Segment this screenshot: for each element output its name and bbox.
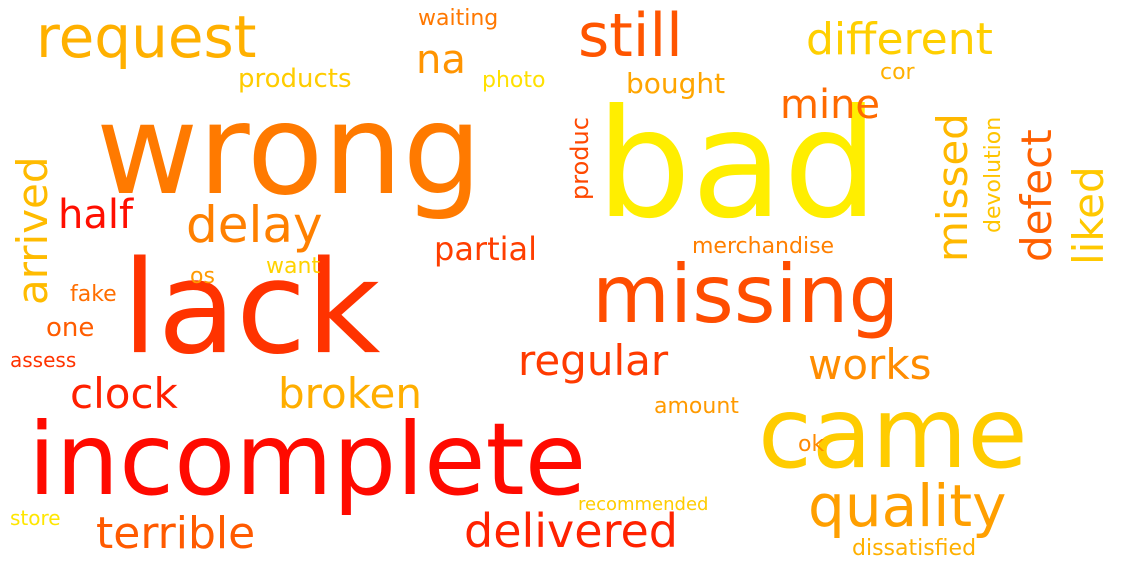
word-devolution: devolution [981, 116, 1006, 233]
word-missed: missed [928, 113, 977, 262]
word-wrong: wrong [96, 78, 482, 223]
word-partial: partial [434, 230, 538, 268]
word-arrived: arrived [8, 156, 57, 305]
word-dissatisfied: dissatisfied [852, 536, 977, 561]
word-cor: cor [880, 60, 915, 85]
word-amount: amount [654, 394, 739, 419]
word-liked: liked [1064, 166, 1113, 265]
word-ok: ok [798, 432, 825, 457]
word-bad: bad [596, 78, 879, 252]
word-incomplete: incomplete [28, 401, 587, 518]
word-photo: photo [482, 68, 546, 93]
word-came: came [758, 377, 1028, 491]
word-missing: missing [592, 248, 900, 341]
word-waiting: waiting [418, 6, 499, 31]
word-delay: delay [186, 196, 323, 254]
word-request: request [36, 3, 257, 71]
word-terrible: terrible [96, 508, 256, 559]
word-quality: quality [808, 472, 1007, 540]
word-merchandise: merchandise [692, 234, 835, 259]
word-bought: bought [626, 67, 726, 100]
word-defect: defect [1012, 129, 1061, 262]
word-lack: lack [122, 234, 381, 383]
word-na: na [416, 37, 466, 83]
word-want: want [266, 254, 321, 279]
word-half: half [58, 192, 134, 238]
word-clock: clock [70, 369, 178, 418]
word-recommended: recommended [578, 494, 709, 515]
word-different: different [806, 14, 993, 65]
word-mine: mine [780, 82, 881, 128]
word-products: products [238, 64, 352, 94]
word-broken: broken [278, 369, 422, 418]
word-delivered: delivered [464, 504, 678, 558]
word-assess: assess [10, 348, 77, 372]
word-produc: produc [566, 117, 594, 200]
word-works: works [808, 340, 932, 389]
word-os: os [190, 264, 215, 289]
word-one: one [46, 313, 95, 343]
word-regular: regular [518, 336, 669, 385]
word-store: store [10, 506, 61, 530]
word-still: still [578, 1, 683, 71]
word-fake: fake [70, 282, 117, 307]
